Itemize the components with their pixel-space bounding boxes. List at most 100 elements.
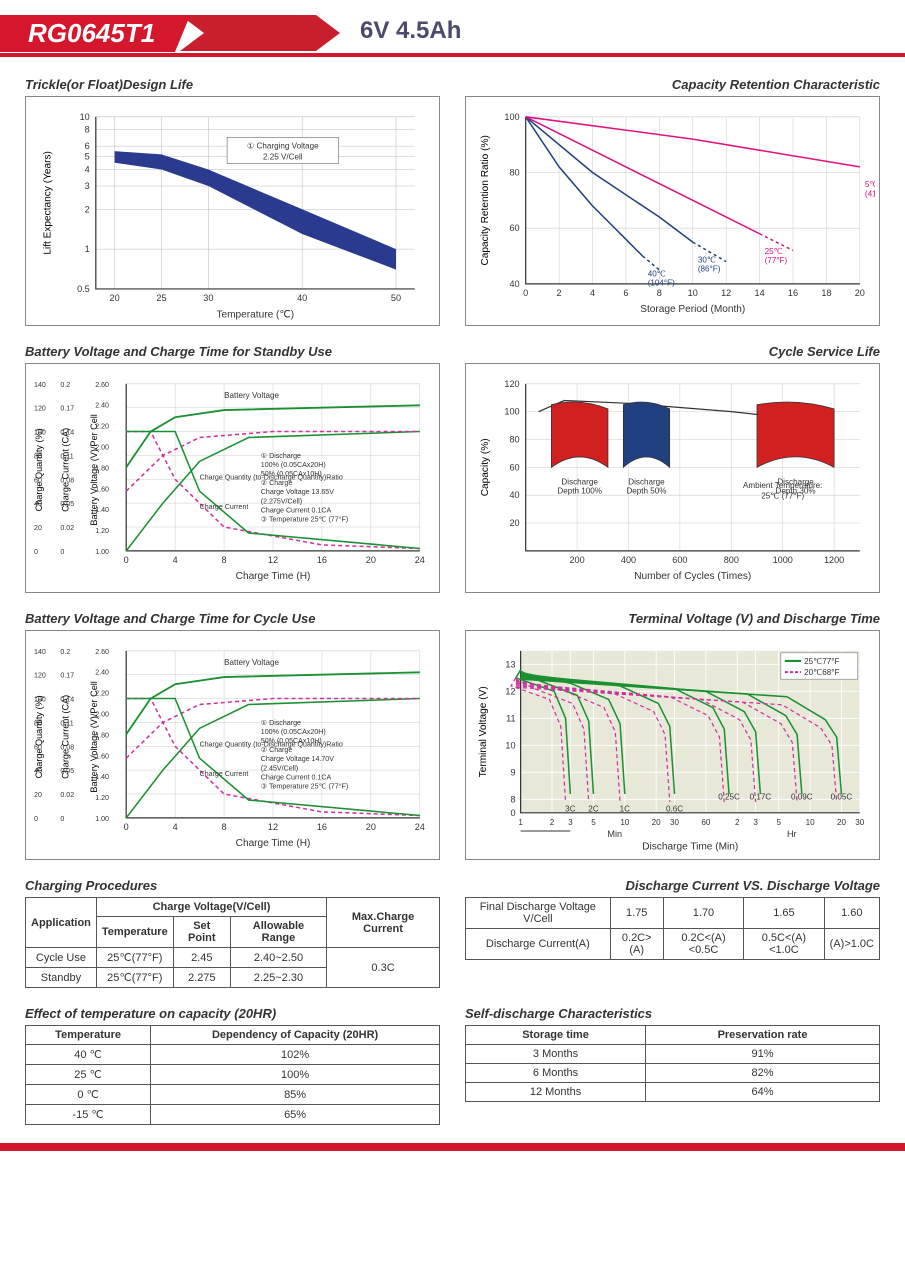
svg-text:13: 13 (505, 659, 515, 669)
td: 1.65 (744, 898, 824, 929)
svg-text:20: 20 (34, 791, 42, 799)
svg-text:20: 20 (837, 818, 847, 827)
svg-text:4: 4 (173, 822, 178, 832)
svg-text:0: 0 (510, 808, 515, 818)
svg-text:20: 20 (509, 518, 519, 528)
svg-text:Charge Time (H): Charge Time (H) (236, 571, 311, 582)
svg-text:1.60: 1.60 (95, 752, 109, 760)
svg-text:10: 10 (806, 818, 816, 827)
svg-text:0: 0 (60, 815, 64, 823)
svg-text:4: 4 (85, 164, 90, 174)
svg-text:Charge Voltage 13.65V: Charge Voltage 13.65V (261, 488, 334, 496)
svg-text:2: 2 (557, 288, 562, 298)
svg-text:2.00: 2.00 (95, 710, 109, 718)
svg-text:100% (0.05CAx20H): 100% (0.05CAx20H) (261, 461, 326, 469)
svg-text:Charge Quantity (%): Charge Quantity (%) (34, 428, 44, 511)
svg-text:20: 20 (366, 822, 376, 832)
svg-text:② Charge: ② Charge (261, 746, 293, 754)
td: 2.25~2.30 (230, 968, 326, 988)
svg-text:1.20: 1.20 (95, 527, 109, 535)
td: 1.70 (663, 898, 743, 929)
svg-text:50% (0.05CAx10H): 50% (0.05CAx10H) (261, 737, 322, 745)
temp-effect-table: TemperatureDependency of Capacity (20HR)… (25, 1025, 440, 1125)
chart-title: Battery Voltage and Charge Time for Cycl… (25, 611, 440, 626)
svg-text:(86°F): (86°F) (698, 264, 721, 273)
td: Cycle Use (26, 948, 97, 968)
svg-text:6: 6 (85, 141, 90, 151)
svg-text:Charge Quantity (%): Charge Quantity (%) (34, 695, 44, 778)
svg-text:40: 40 (297, 293, 307, 303)
svg-text:14: 14 (755, 288, 765, 298)
cycle-life-chart: 2004006008001000120020406080100120Discha… (465, 363, 880, 593)
table-title: Discharge Current VS. Discharge Voltage (465, 878, 880, 893)
model-number: RG0645T1 (0, 15, 190, 52)
td: 2.45 (173, 948, 230, 968)
th: Storage time (466, 1026, 646, 1045)
svg-text:10: 10 (688, 288, 698, 298)
svg-text:Charge Time (H): Charge Time (H) (236, 838, 311, 849)
standby-chart: Charge Quantity (%)Charge Current (CA)Ba… (25, 363, 440, 593)
svg-text:0.11: 0.11 (60, 452, 73, 460)
svg-text:Depth 50%: Depth 50% (626, 487, 666, 496)
svg-text:12: 12 (721, 288, 731, 298)
td: 100% (151, 1065, 440, 1085)
svg-text:Discharge Time (Min): Discharge Time (Min) (642, 841, 738, 852)
svg-text:2: 2 (550, 818, 555, 827)
svg-text:0.17C: 0.17C (750, 792, 772, 801)
svg-text:(2.275V/Cell): (2.275V/Cell) (261, 497, 302, 505)
svg-text:0.05C: 0.05C (831, 792, 853, 801)
svg-text:0.05: 0.05 (60, 767, 74, 775)
th: Temperature (26, 1026, 151, 1045)
svg-text:Charge Current: Charge Current (200, 503, 249, 511)
svg-text:③ Temperature 25℃ (77°F): ③ Temperature 25℃ (77°F) (261, 783, 348, 791)
svg-text:0.17: 0.17 (60, 672, 74, 680)
svg-text:2.40: 2.40 (95, 402, 109, 410)
svg-text:30℃: 30℃ (698, 255, 716, 264)
svg-text:8: 8 (222, 555, 227, 565)
table-title: Self-discharge Characteristics (465, 1006, 880, 1021)
svg-text:120: 120 (504, 379, 519, 389)
svg-text:60: 60 (509, 223, 519, 233)
table-title: Effect of temperature on capacity (20HR) (25, 1006, 440, 1021)
header-arrow (180, 15, 340, 51)
td: -15 ℃ (26, 1105, 151, 1125)
svg-text:30: 30 (855, 818, 865, 827)
svg-text:600: 600 (672, 555, 687, 565)
td: 0.2C<(A)<0.5C (663, 929, 743, 960)
svg-text:Capacity Retention Ratio (%): Capacity Retention Ratio (%) (480, 135, 491, 265)
svg-text:(104°F): (104°F) (648, 278, 675, 287)
svg-text:12: 12 (268, 822, 278, 832)
svg-text:20: 20 (652, 818, 662, 827)
svg-text:1: 1 (85, 244, 90, 254)
svg-text:0.02: 0.02 (60, 791, 74, 799)
svg-text:0: 0 (60, 548, 64, 556)
svg-text:1.40: 1.40 (95, 506, 109, 514)
td: Final Discharge Voltage V/Cell (466, 898, 611, 929)
svg-text:0: 0 (34, 815, 38, 823)
svg-text:1000: 1000 (773, 555, 793, 565)
svg-text:3: 3 (753, 818, 758, 827)
svg-text:80: 80 (34, 719, 42, 727)
svg-text:0.2: 0.2 (60, 381, 70, 389)
svg-text:120: 120 (34, 672, 46, 680)
svg-text:Battery Voltage: Battery Voltage (224, 658, 279, 667)
svg-text:40: 40 (509, 279, 519, 289)
svg-text:8: 8 (510, 794, 515, 804)
svg-text:① Discharge: ① Discharge (261, 452, 301, 460)
svg-text:10: 10 (505, 740, 515, 750)
svg-text:24: 24 (415, 822, 425, 832)
td: 2.40~2.50 (230, 948, 326, 968)
svg-text:Hr: Hr (787, 829, 797, 839)
footer-divider (0, 1143, 905, 1151)
svg-text:① Charging Voltage: ① Charging Voltage (247, 141, 319, 150)
svg-text:1C: 1C (620, 804, 631, 813)
th: Application (26, 898, 97, 948)
svg-text:1.00: 1.00 (95, 548, 109, 556)
svg-text:② Charge: ② Charge (261, 479, 293, 487)
svg-text:1: 1 (518, 818, 523, 827)
svg-text:1.80: 1.80 (95, 731, 109, 739)
td: 40 ℃ (26, 1045, 151, 1065)
th: Allowable Range (230, 917, 326, 948)
svg-text:Charge Current: Charge Current (200, 770, 249, 778)
svg-text:Charge Current 0.1CA: Charge Current 0.1CA (261, 506, 332, 514)
